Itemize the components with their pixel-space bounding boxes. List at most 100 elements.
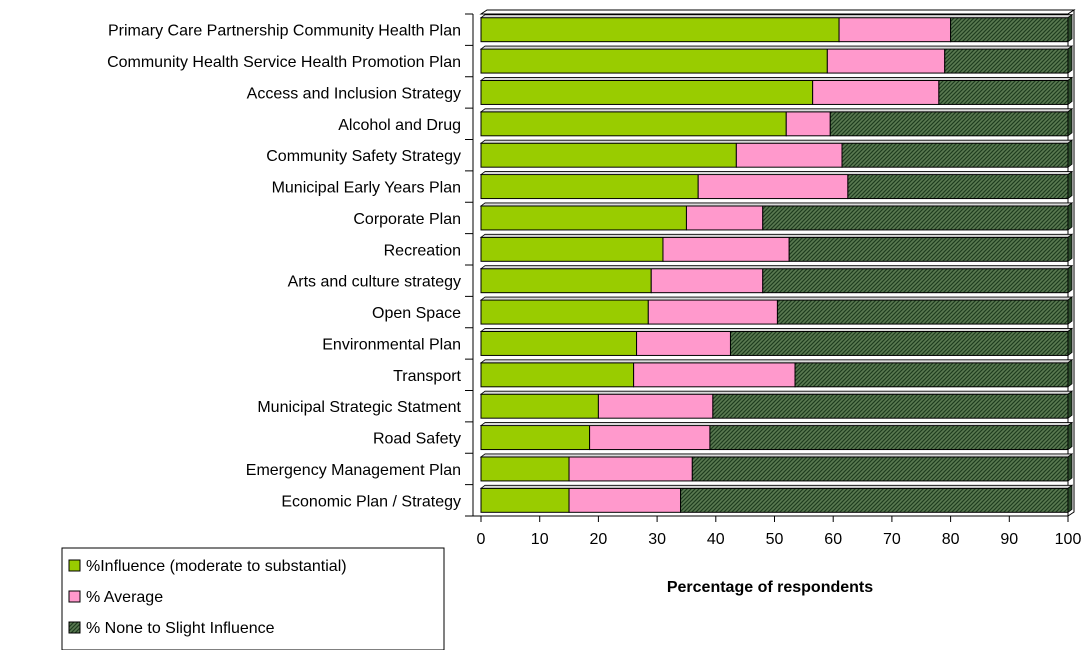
bar-segment-series-3: [938, 79, 1069, 105]
bar-segment-series-2: [812, 79, 940, 105]
bar-top-face: [479, 422, 1074, 426]
bar-segment-series-1: [480, 425, 591, 451]
x-axis: 0 10 20 30 40 50 60 70 80 90 100: [477, 516, 1081, 548]
x-tick-label: 0: [477, 531, 486, 548]
bar-segment-series-2: [597, 393, 714, 419]
category-label: Community Health Service Health Promotio…: [107, 54, 461, 71]
bar-segment-series-2: [662, 236, 790, 262]
category-label: Corporate Plan: [353, 211, 461, 228]
bar-top-face: [479, 296, 1074, 301]
bar-side-face: [1067, 327, 1073, 357]
bar-segment-series-2: [650, 268, 764, 294]
bar-segment-series-1: [480, 299, 649, 325]
category-label: Arts and culture strategy: [288, 274, 461, 291]
legend-swatch-series-3: [68, 621, 81, 634]
bar-side-face: [1067, 359, 1073, 388]
bar-segment-series-1: [480, 17, 840, 43]
bar-segment-series-3: [841, 142, 1069, 168]
legend: %Influence (moderate to substantial) % Av…: [61, 547, 445, 650]
bar-segment-series-3: [691, 456, 1069, 482]
bar-side-face: [1067, 170, 1073, 200]
bar-top-face: [479, 265, 1074, 270]
bar-top-face: [479, 45, 1074, 50]
bar-segment-series-3: [762, 205, 1069, 231]
category-label: Primary Care Partnership Community Healt…: [108, 23, 461, 40]
bar-segment-series-2: [735, 142, 843, 168]
bar-side-face: [1067, 264, 1073, 294]
legend-box: [61, 547, 445, 650]
category-label: Recreation: [384, 242, 461, 259]
bar-segment-series-2: [685, 205, 764, 231]
bar-segment-series-3: [847, 174, 1069, 200]
bar-segment-series-1: [480, 393, 599, 419]
category-label: Economic Plan / Strategy: [281, 493, 461, 510]
category-label: Emergency Management Plan: [246, 462, 461, 479]
bar-segment-series-3: [709, 425, 1069, 451]
bar-segment-series-1: [480, 268, 652, 294]
x-tick-label: 10: [531, 531, 549, 548]
category-label: Environmental Plan: [322, 336, 461, 353]
bar-segment-series-1: [480, 111, 787, 137]
bar-top-face: [479, 233, 1074, 238]
bar-segment-series-3: [762, 268, 1069, 294]
bar-segment-series-1: [480, 48, 828, 74]
bar-top-face: [479, 108, 1074, 113]
category-labels: Primary Care Partnership Community Healt…: [107, 23, 461, 511]
bar-segment-series-3: [794, 362, 1069, 388]
x-tick-label: 20: [590, 531, 608, 548]
bar-segment-series-1: [480, 487, 570, 513]
bar-side-face: [1067, 45, 1073, 74]
bar-segment-series-1: [480, 330, 638, 356]
bar-segment-series-1: [480, 79, 814, 105]
bar-segment-series-3: [944, 48, 1069, 74]
bar-segment-series-3: [776, 299, 1069, 325]
bar-segment-series-1: [480, 456, 570, 482]
x-tick-label: 60: [824, 531, 842, 548]
bar-segment-series-1: [480, 205, 687, 231]
bar-top-face: [479, 359, 1074, 364]
bar-segment-series-1: [480, 174, 699, 200]
bar-side-face: [1067, 390, 1073, 419]
bar-segment-series-2: [826, 48, 946, 74]
bar-segment-series-3: [829, 111, 1069, 137]
bar-top-face: [479, 484, 1074, 489]
legend-swatch-series-1: [68, 559, 81, 572]
bar-top-face: [479, 328, 1074, 332]
bar-side-face: [1067, 108, 1073, 137]
bar-segment-series-3: [788, 236, 1069, 262]
legend-swatch-series-2: [68, 590, 81, 603]
bar-top-face: [479, 77, 1074, 81]
bar-segment-series-3: [712, 393, 1069, 419]
plot-top-wall: [479, 9, 1076, 15]
bar-segment-series-2: [589, 425, 711, 451]
bar-segment-series-2: [636, 330, 731, 356]
bars-group: [479, 13, 1074, 514]
bar-segment-series-2: [647, 299, 778, 325]
bar-top-face: [479, 453, 1074, 458]
category-label: Alcohol and Drug: [338, 117, 461, 134]
x-axis-title: Percentage of respondents: [667, 579, 873, 596]
bar-top-face: [479, 202, 1074, 207]
bar-side-face: [1067, 421, 1073, 451]
bar-segment-series-2: [697, 174, 849, 200]
bar-top-face: [479, 390, 1074, 395]
bar-side-face: [1067, 453, 1073, 482]
bar-segment-series-2: [785, 111, 831, 137]
bar-segment-series-2: [838, 17, 952, 43]
bar-segment-series-3: [950, 17, 1069, 43]
x-tick-label: 30: [648, 531, 666, 548]
bar-side-face: [1067, 296, 1073, 325]
bar-segment-series-3: [680, 487, 1069, 513]
x-tick-label: 80: [942, 531, 960, 548]
bar-top-face: [479, 139, 1074, 144]
legend-label-series-2: % Average: [86, 589, 163, 606]
bar-side-face: [1067, 484, 1073, 514]
bar-segment-series-2: [568, 456, 693, 482]
bar-segment-series-3: [729, 330, 1069, 356]
category-label: Transport: [393, 368, 461, 385]
bar-side-face: [1067, 202, 1073, 231]
category-label: Community Safety Strategy: [266, 148, 461, 165]
x-tick-label: 40: [707, 531, 725, 548]
x-tick-label: 90: [1000, 531, 1018, 548]
